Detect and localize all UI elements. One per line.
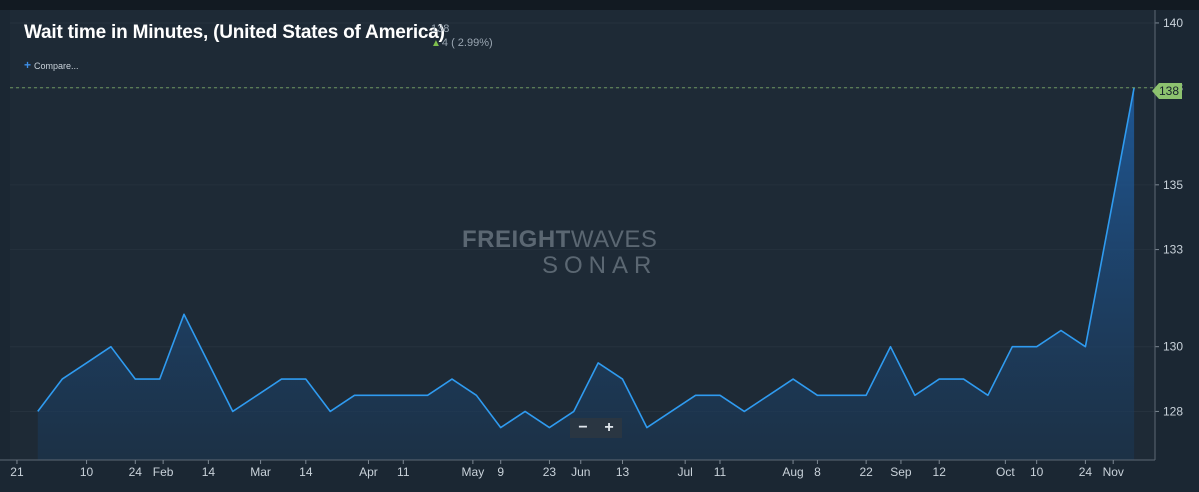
series-line[interactable] [37,87,1135,429]
x-tick-label: Mar [250,465,271,479]
zoom-controls: − + [570,418,622,438]
last-value-badge: 138 [1152,83,1182,99]
y-tick-label: 128 [1163,404,1183,418]
x-tick-label: Feb [153,465,174,479]
x-tick-label: Jun [571,465,590,479]
change-indicator: ▲4 ( 2.99%) [431,37,493,49]
up-arrow-icon: ▲ [431,38,441,49]
x-tick-label: 11 [397,465,410,479]
x-tick-label: 10 [80,465,94,479]
x-tick-label: 23 [543,465,557,479]
x-tick-label: 8 [814,465,821,479]
x-tick-label: May [462,465,485,479]
y-tick-label: 130 [1163,340,1183,354]
x-tick-label: 21 [10,465,24,479]
zoom-out-button[interactable]: − [578,419,588,436]
x-tick-label: 22 [859,465,873,479]
x-tick-label: Aug [782,465,803,479]
x-tick-label: 14 [299,465,313,479]
y-tick-label: 140 [1163,16,1183,30]
x-tick-label: Jul [677,465,692,479]
x-tick-label: 14 [202,465,216,479]
x-tick-label: Sep [890,465,912,479]
compare-button[interactable]: + Compare... [24,58,79,72]
x-tick-label: 13 [616,465,630,479]
change-value: 4 ( 2.99%) [441,37,493,49]
x-tick-label: 24 [1079,465,1093,479]
chart-title: Wait time in Minutes, (United States of … [24,22,445,43]
plus-icon: + [24,58,32,72]
y-tick-label: 133 [1163,243,1183,257]
x-tick-label: 12 [933,465,947,479]
x-tick-label: Nov [1103,465,1124,479]
x-tick-label: 24 [129,465,143,479]
zoom-in-button[interactable]: + [604,419,614,436]
compare-label: Compare... [34,61,79,71]
series-area [37,87,1135,460]
x-tick-label: Apr [359,465,378,479]
x-tick-label: 11 [714,465,727,479]
last-value: 138 [431,23,450,35]
x-tick-label: 9 [497,465,504,479]
x-tick-label: 10 [1030,465,1044,479]
y-tick-label: 135 [1163,178,1183,192]
x-tick-label: Oct [996,465,1015,479]
